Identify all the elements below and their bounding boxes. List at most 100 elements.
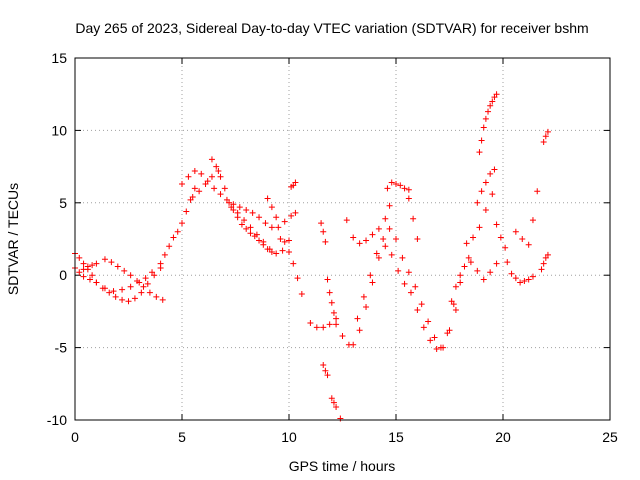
data-point	[463, 240, 470, 247]
series-s14	[318, 220, 329, 245]
data-point	[373, 250, 380, 257]
data-point	[110, 288, 117, 295]
data-point	[292, 209, 299, 216]
y-tick-label: -5	[55, 340, 68, 356]
data-point	[243, 207, 250, 214]
series-s30	[512, 273, 536, 286]
data-point	[236, 204, 243, 211]
data-point	[521, 277, 528, 284]
data-point	[144, 280, 151, 287]
data-point	[138, 289, 145, 296]
data-point	[343, 217, 350, 224]
data-point	[540, 138, 547, 145]
data-point	[101, 285, 108, 292]
data-point	[407, 289, 414, 296]
data-point	[474, 267, 481, 274]
series-s34	[540, 128, 551, 145]
data-point	[281, 238, 288, 245]
data-point	[508, 270, 515, 277]
y-tick-label: 15	[51, 50, 67, 66]
series-s10	[264, 195, 280, 221]
data-point	[268, 224, 275, 231]
data-point	[418, 301, 425, 308]
data-point	[221, 185, 228, 192]
series-s25	[474, 166, 498, 206]
series-s18	[339, 243, 459, 353]
data-point	[405, 269, 412, 276]
data-point	[382, 215, 389, 222]
data-point	[414, 306, 421, 313]
data-point	[410, 215, 417, 222]
data-point	[339, 333, 346, 340]
data-point	[281, 218, 288, 225]
series-s27	[467, 259, 500, 283]
data-point	[153, 293, 160, 300]
data-point	[174, 228, 181, 235]
data-point	[266, 246, 273, 253]
data-point	[502, 244, 509, 251]
data-point	[275, 224, 282, 231]
data-point	[326, 321, 333, 328]
data-point	[292, 179, 299, 186]
data-point	[170, 234, 177, 241]
data-point	[427, 337, 434, 344]
data-point	[489, 191, 496, 198]
data-point	[397, 182, 404, 189]
data-point	[189, 194, 196, 201]
data-point	[399, 254, 406, 261]
data-point	[159, 296, 166, 303]
series-s1	[72, 250, 164, 305]
x-tick-label: 20	[495, 429, 511, 445]
data-point	[534, 188, 541, 195]
data-point	[241, 217, 248, 224]
data-point	[367, 272, 374, 279]
grid	[75, 58, 610, 420]
series-s29	[504, 259, 515, 277]
data-point	[264, 195, 271, 202]
data-point	[320, 228, 327, 235]
data-point	[106, 289, 113, 296]
data-point	[401, 280, 408, 287]
data-point	[487, 102, 494, 109]
x-tick-label: 10	[281, 429, 297, 445]
data-point	[322, 367, 329, 374]
data-point	[388, 179, 395, 186]
series-s19	[343, 202, 393, 247]
data-point	[191, 185, 198, 192]
series-s6	[179, 167, 299, 231]
data-point	[243, 225, 250, 232]
data-point	[112, 293, 119, 300]
data-point	[405, 186, 412, 193]
data-point	[529, 273, 536, 280]
data-point	[234, 209, 241, 216]
series-s13	[307, 319, 340, 331]
data-point	[89, 272, 96, 279]
data-point	[318, 220, 325, 227]
series-s15	[324, 276, 340, 322]
data-point	[384, 185, 391, 192]
data-point	[215, 167, 222, 174]
data-point	[161, 251, 168, 258]
data-point	[420, 324, 427, 331]
series-s12	[288, 179, 299, 190]
data-point	[452, 306, 459, 313]
data-point	[247, 224, 254, 231]
data-point	[478, 188, 485, 195]
data-point	[217, 173, 224, 180]
data-point	[482, 207, 489, 214]
data-point	[386, 202, 393, 209]
data-point	[328, 395, 335, 402]
data-point	[485, 108, 492, 115]
series-s32	[534, 188, 541, 195]
x-tick-label: 15	[388, 429, 404, 445]
series-s9	[228, 204, 292, 257]
data-point	[356, 327, 363, 334]
data-point	[382, 243, 389, 250]
data-point	[294, 275, 301, 282]
data-point	[140, 283, 147, 290]
data-point	[279, 247, 286, 254]
data-point	[185, 173, 192, 180]
data-point	[395, 267, 402, 274]
data-point	[326, 289, 333, 296]
